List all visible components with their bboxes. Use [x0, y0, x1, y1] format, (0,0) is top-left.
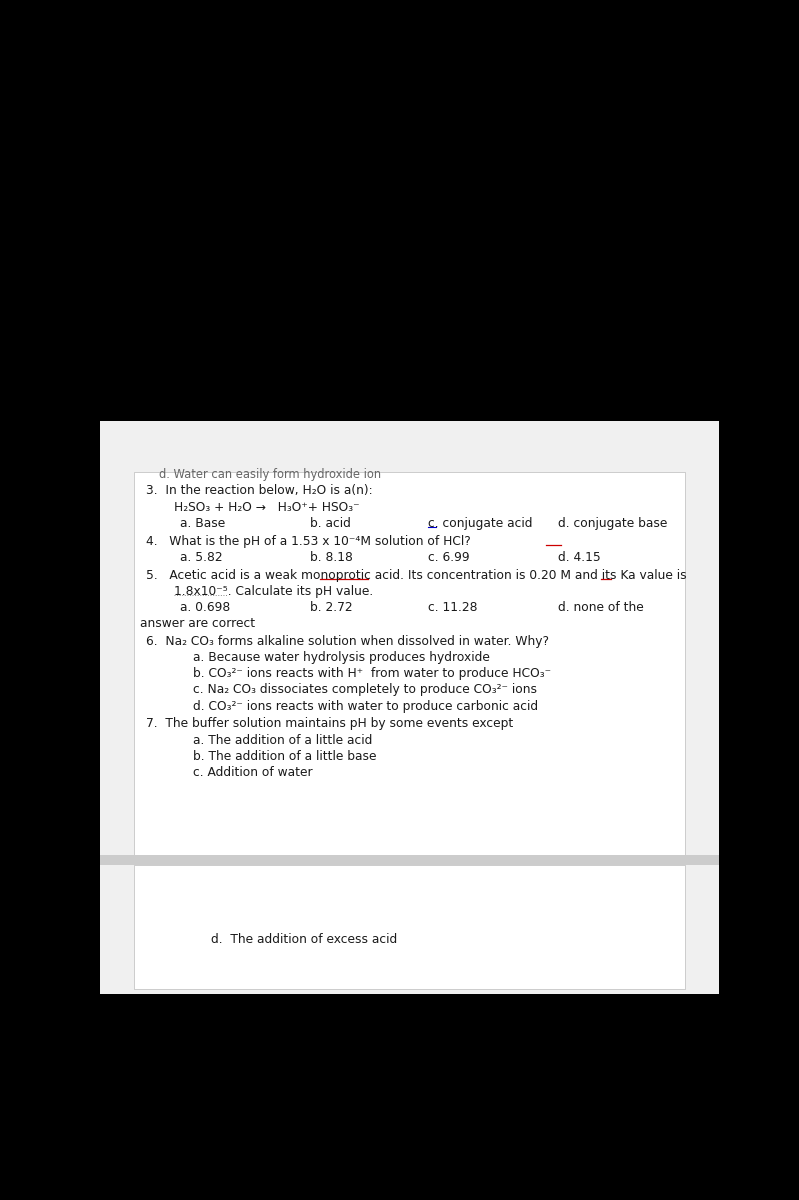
FancyBboxPatch shape	[100, 421, 719, 994]
Text: c. 6.99: c. 6.99	[428, 551, 470, 564]
FancyBboxPatch shape	[134, 472, 685, 856]
Text: d. conjugate base: d. conjugate base	[558, 517, 667, 530]
Text: d. Water can easily form hydroxide ion: d. Water can easily form hydroxide ion	[159, 468, 381, 481]
Text: b. 8.18: b. 8.18	[311, 551, 353, 564]
Text: b. acid: b. acid	[311, 517, 352, 530]
Text: 5.   Acetic acid is a weak monoprotic acid. Its concentration is 0.20 M and its : 5. Acetic acid is a weak monoprotic acid…	[146, 569, 687, 582]
Text: a. 0.698: a. 0.698	[181, 601, 231, 614]
Text: b. 2.72: b. 2.72	[311, 601, 353, 614]
Text: a. Base: a. Base	[181, 517, 225, 530]
FancyBboxPatch shape	[100, 856, 719, 865]
Text: 1.8x10⁻⁵. Calculate its pH value.: 1.8x10⁻⁵. Calculate its pH value.	[174, 584, 373, 598]
Text: c. conjugate acid: c. conjugate acid	[428, 517, 533, 530]
Text: d. CO₃²⁻ ions reacts with water to produce carbonic acid: d. CO₃²⁻ ions reacts with water to produ…	[193, 700, 538, 713]
Text: 6.  Na₂ CO₃ forms alkaline solution when dissolved in water. Why?: 6. Na₂ CO₃ forms alkaline solution when …	[146, 635, 550, 648]
FancyBboxPatch shape	[134, 865, 685, 990]
Text: 7.  The buffer solution maintains pH by some events except: 7. The buffer solution maintains pH by s…	[146, 718, 514, 731]
Text: 3.  In the reaction below, H₂O is a(n):: 3. In the reaction below, H₂O is a(n):	[146, 485, 373, 498]
Text: c. 11.28: c. 11.28	[428, 601, 478, 614]
Text: b. The addition of a little base: b. The addition of a little base	[193, 750, 376, 763]
Text: H₂SO₃ + H₂O →   H₃O⁺+ HSO₃⁻: H₂SO₃ + H₂O → H₃O⁺+ HSO₃⁻	[174, 500, 360, 514]
Text: a. 5.82: a. 5.82	[181, 551, 223, 564]
Text: d.  The addition of excess acid: d. The addition of excess acid	[211, 934, 398, 947]
Text: c. Addition of water: c. Addition of water	[193, 766, 312, 779]
Text: d. none of the: d. none of the	[558, 601, 644, 614]
Text: a. The addition of a little acid: a. The addition of a little acid	[193, 733, 372, 746]
Text: d. 4.15: d. 4.15	[558, 551, 601, 564]
Text: b. CO₃²⁻ ions reacts with H⁺  from water to produce HCO₃⁻: b. CO₃²⁻ ions reacts with H⁺ from water …	[193, 667, 551, 680]
Text: a. Because water hydrolysis produces hydroxide: a. Because water hydrolysis produces hyd…	[193, 652, 490, 664]
Text: c. Na₂ CO₃ dissociates completely to produce CO₃²⁻ ions: c. Na₂ CO₃ dissociates completely to pro…	[193, 683, 537, 696]
Text: answer are correct: answer are correct	[140, 617, 255, 630]
Text: 4.   What is the pH of a 1.53 x 10⁻⁴M solution of HCl?: 4. What is the pH of a 1.53 x 10⁻⁴M solu…	[146, 535, 471, 547]
